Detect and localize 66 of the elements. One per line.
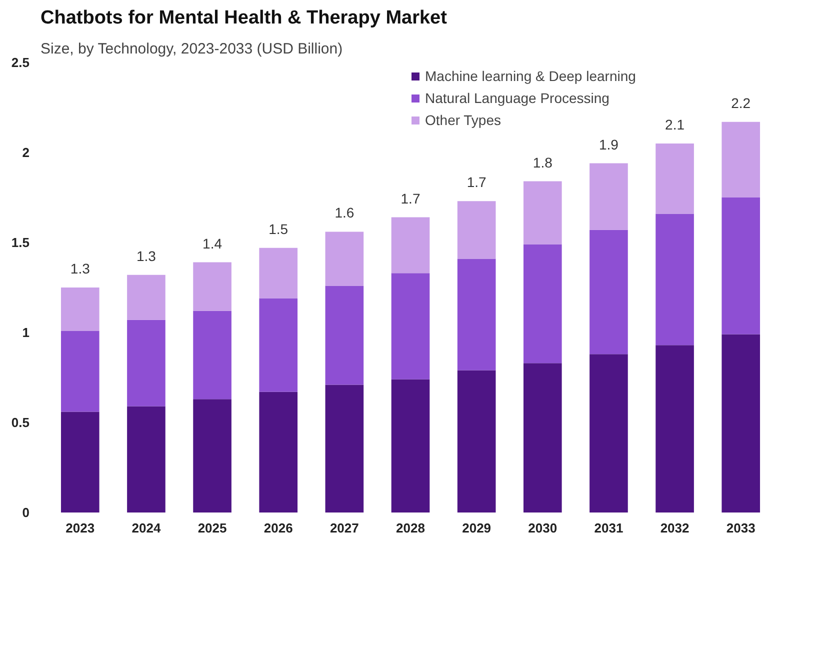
y-tick-label: 0.5 bbox=[11, 415, 30, 430]
y-tick-label: 1 bbox=[22, 325, 30, 340]
bar bbox=[325, 232, 364, 286]
bar bbox=[193, 310, 232, 400]
bar bbox=[325, 286, 364, 385]
total-label: 1.4 bbox=[202, 235, 222, 252]
x-tick-label: 2031 bbox=[594, 520, 624, 536]
bar bbox=[722, 334, 760, 512]
y-tick-label: 2 bbox=[22, 145, 30, 160]
total-label: 1.3 bbox=[70, 260, 90, 276]
bar bbox=[523, 363, 562, 512]
bar bbox=[523, 181, 562, 244]
total-label: 1.6 bbox=[334, 204, 354, 221]
y-tick-label: 2.5 bbox=[11, 55, 30, 70]
bar bbox=[127, 274, 166, 320]
x-tick-label: 2025 bbox=[198, 520, 227, 536]
total-label: 1.8 bbox=[532, 154, 553, 170]
total-label: 2.2 bbox=[731, 94, 751, 111]
x-tick-label: 2030 bbox=[528, 520, 558, 536]
legend-label: Natural Language Processing bbox=[425, 90, 610, 106]
total-label: 1.9 bbox=[598, 136, 619, 152]
bar bbox=[193, 399, 232, 512]
x-tick-label: 2028 bbox=[396, 520, 425, 536]
bar bbox=[60, 288, 100, 331]
total-label: 2.1 bbox=[665, 116, 685, 132]
bar bbox=[590, 230, 628, 354]
y-tick-label: 0 bbox=[22, 505, 30, 520]
chart-title: Chatbots for Mental Health & Therapy Market bbox=[40, 8, 448, 28]
bar bbox=[523, 244, 562, 364]
x-tick-label: 2029 bbox=[462, 520, 492, 536]
bar bbox=[127, 320, 166, 406]
total-label: 1.7 bbox=[400, 190, 420, 206]
bar bbox=[656, 214, 694, 346]
total-label: 1.7 bbox=[466, 174, 487, 190]
x-tick-label: 2024 bbox=[132, 520, 162, 536]
bar bbox=[259, 298, 298, 392]
bar bbox=[590, 354, 628, 512]
bar bbox=[656, 144, 694, 214]
legend-label: Machine learning & Deep learning bbox=[425, 68, 636, 84]
bar bbox=[127, 406, 166, 512]
bar bbox=[259, 392, 298, 512]
total-label: 1.3 bbox=[136, 248, 156, 264]
x-tick-label: 2033 bbox=[726, 520, 756, 536]
y-tick-label: 1.5 bbox=[11, 235, 30, 250]
bar bbox=[391, 217, 430, 274]
total-label: 1.5 bbox=[268, 220, 288, 237]
bar bbox=[60, 412, 100, 512]
legend-label: Other Types bbox=[425, 112, 502, 128]
x-tick-label: 2023 bbox=[66, 520, 95, 536]
bar bbox=[60, 330, 100, 412]
bar bbox=[457, 201, 496, 259]
bar bbox=[391, 273, 430, 380]
bar bbox=[457, 370, 496, 512]
bar bbox=[259, 248, 298, 298]
bar bbox=[722, 122, 760, 198]
x-tick-label: 2027 bbox=[330, 520, 359, 536]
bar bbox=[590, 163, 628, 230]
bar bbox=[722, 198, 760, 334]
x-tick-label: 2026 bbox=[264, 520, 293, 536]
bar bbox=[325, 384, 364, 512]
x-tick-label: 2032 bbox=[660, 520, 690, 536]
bar bbox=[391, 379, 430, 512]
bar bbox=[457, 258, 496, 370]
bar bbox=[656, 345, 694, 512]
chart-subtitle: Size, by Technology, 2023-2033 (USD Billion) bbox=[40, 40, 343, 58]
bar bbox=[193, 262, 232, 311]
